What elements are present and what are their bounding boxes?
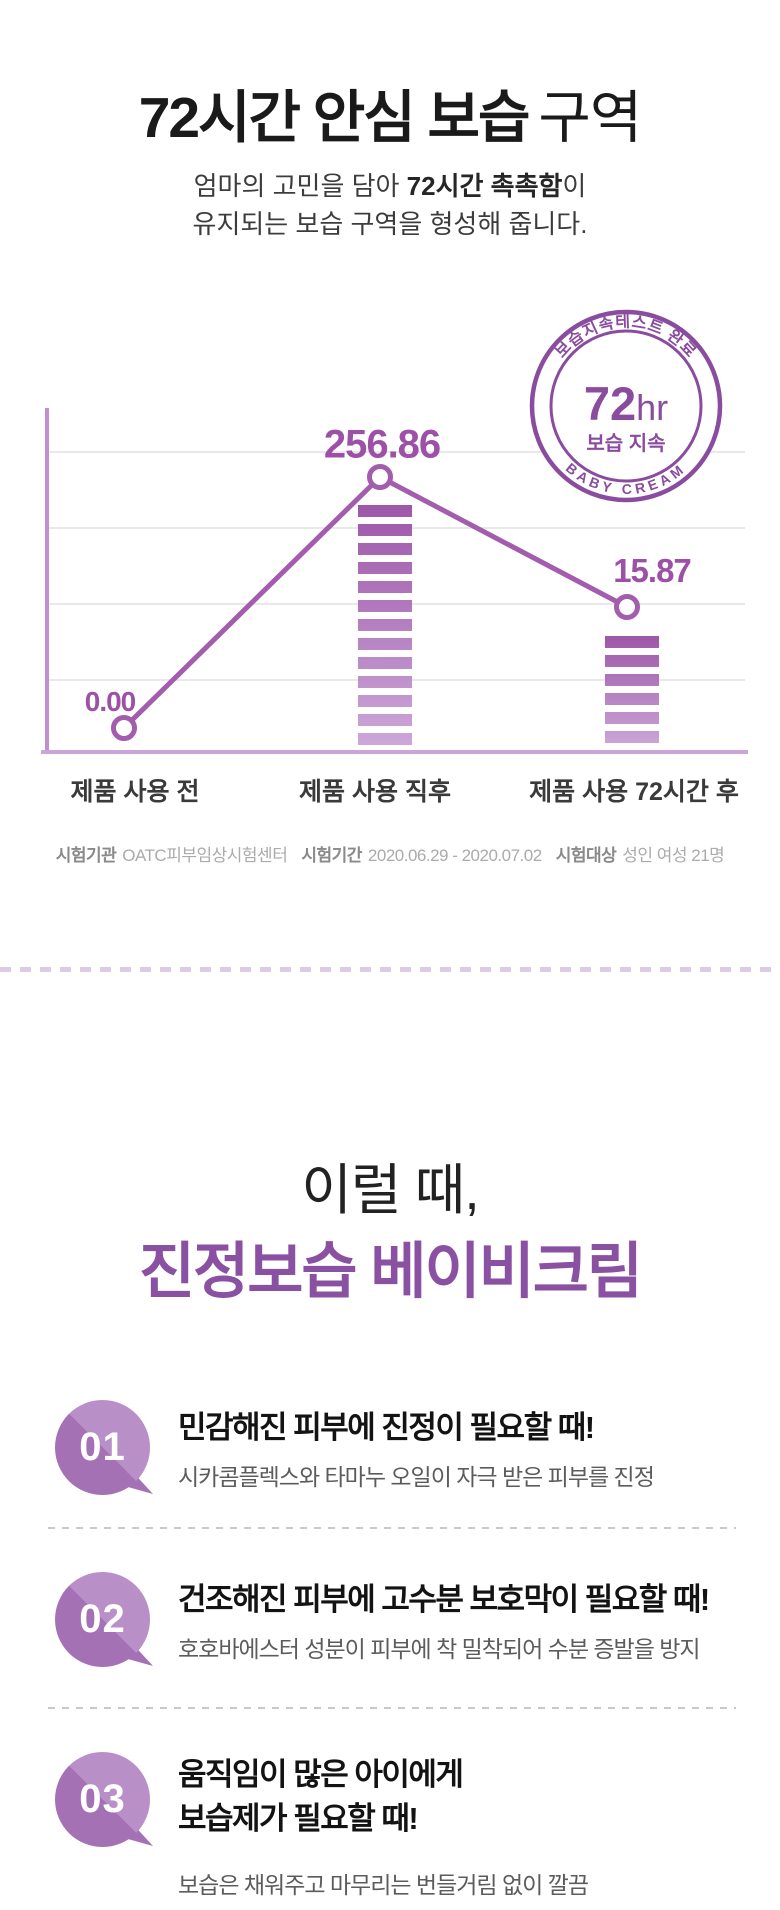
item-02-description: 호호바에스터 성분이 피부에 착 밀착되어 수분 증발을 방지 [178,1636,701,1662]
item-01-description: 시카콤플렉스와 타마누 오일이 자극 받은 피부를 진정 [178,1464,655,1490]
footnote-value: 2020.06.29 - 2020.07.02 [367,846,542,865]
subtitle-text: 엄마의 고민을 담아 [193,171,407,201]
item-01-number: 01 [79,1425,126,1469]
seal-caption: 보습 지속 [586,432,665,455]
chart-striped-bar [358,505,412,750]
item-02-number-bubble: 02 [55,1572,150,1667]
section2-heading-bold: 진정보습 베이비크림 [138,1237,643,1305]
seal-hours-number: 72 [584,377,636,430]
page-title-light: 구역 [538,86,642,150]
item-03-number: 03 [79,1777,126,1821]
item-03-number-bubble: 03 [55,1752,150,1847]
chart-point-marker [367,464,393,490]
chart-striped-bar [605,636,659,750]
item-01-circle: 01 [55,1400,150,1495]
item-02-circle: 02 [55,1572,150,1667]
item-divider [48,1527,736,1529]
seal-hours: 72hr [584,377,668,430]
chart-value-label: 256.86 [323,422,441,467]
chart-category-before: 제품 사용 전 [70,778,200,806]
chart-point-marker [111,715,137,741]
footnote-label: 시험대상 [555,846,617,865]
item-02-number: 02 [79,1597,126,1641]
seal-hours-unit: hr [636,387,668,428]
chart-y-axis [45,408,49,752]
section2-heading-light: 이럴 때, [301,1159,479,1221]
dashed-section-divider [0,967,780,972]
chart-value-label: 15.87 [613,552,692,589]
chart-x-axis [41,750,748,754]
subtitle-line2: 유지되는 보습 구역을 형성해 줍니다. [192,209,588,239]
seal-72hr-badge: 보습지속테스트 완료 72hr 보습 지속 BABY CREAM [529,309,723,503]
item-01-number-bubble: 01 [55,1400,150,1495]
page-subtitle: 엄마의 고민을 담아 72시간 촉촉함이 유지되는 보습 구역을 형성해 줍니다… [0,167,780,243]
item-03-description: 보습은 채워주고 마무리는 번들거림 없이 깔끔 [178,1872,589,1898]
footnote-value: 성인 여성 21명 [622,846,725,865]
page-title-bold: 72시간 안심 보습 [138,86,531,150]
test-disclaimer: 시험기관 OATC피부임상시험센터 시험기간 2020.06.29 - 2020.07… [0,841,780,866]
item-02-title: 건조해진 피부에 고수분 보호막이 필요할 때! [178,1582,710,1617]
chart-gridline [49,451,745,453]
item-divider [48,1707,736,1709]
subtitle-text-post: 이 [562,171,587,201]
subtitle-bold: 72시간 촉촉함 [406,171,563,201]
chart-category-72h: 제품 사용 72시간 후 [529,778,739,806]
footnote-label: 시험기간 [301,846,362,865]
footnote-label: 시험기관 [55,846,117,865]
chart-point-marker [614,594,640,620]
item-03-circle: 03 [55,1752,150,1847]
chart-value-label: 0.00 [84,686,136,717]
page-title: 72시간 안심 보습 구역 [0,72,780,154]
item-01-title: 민감해진 피부에 진정이 필요할 때! [178,1410,595,1445]
chart-category-after: 제품 사용 직후 [299,778,451,806]
footnote-value: OATC피부임상시험센터 [122,846,288,865]
item-03-title-line2: 보습제가 필요할 때! [178,1801,419,1836]
item-03-title-line1: 움직임이 많은 아이에게 [178,1757,464,1792]
